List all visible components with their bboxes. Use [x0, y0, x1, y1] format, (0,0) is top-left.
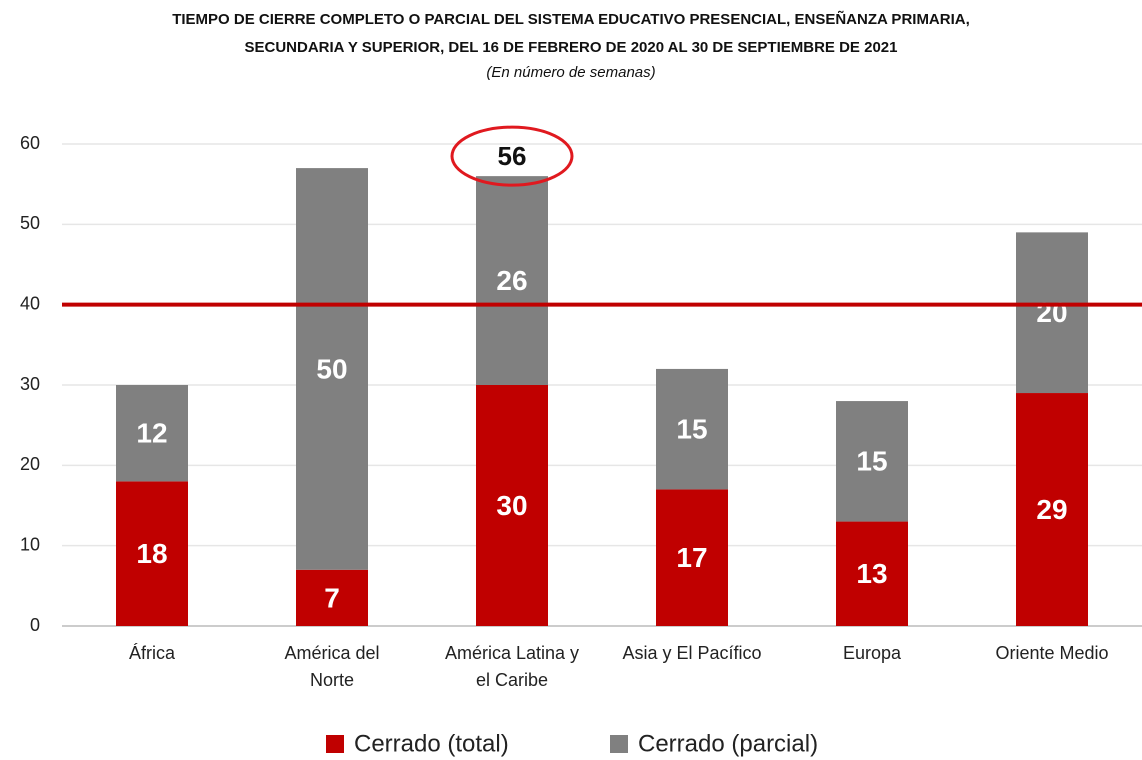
x-tick-label: América Latina y el Caribe: [444, 643, 580, 690]
data-label: 50: [316, 353, 347, 384]
bar-segment: [296, 569, 368, 626]
bar-segment: [116, 481, 188, 626]
bar-segment: [656, 368, 728, 490]
bar-segment: [656, 489, 728, 626]
annotation-circle: [450, 125, 574, 187]
y-tick-label: 50: [20, 213, 40, 233]
x-tick-label: Asia y El Pacífico: [622, 643, 762, 663]
legend-label: Cerrado (total): [354, 730, 509, 757]
data-label: 7: [324, 582, 340, 613]
bar-segment: [296, 168, 368, 570]
x-tick-label: Europa: [842, 643, 902, 663]
data-label: 18: [136, 538, 167, 569]
bar-segment: [836, 521, 908, 626]
data-label: 15: [856, 446, 887, 477]
x-tick-label: América del Norte: [284, 643, 380, 690]
bar-segment: [476, 176, 548, 385]
y-tick-label: 10: [20, 534, 40, 554]
legend-label: Cerrado (parcial): [638, 730, 818, 757]
y-tick-label: 20: [20, 454, 40, 474]
x-tick-label: África: [128, 643, 175, 663]
bar-segment: [1016, 393, 1088, 626]
annotation: 56: [498, 141, 527, 171]
y-tick-label: 60: [20, 133, 40, 153]
legend-swatch: [610, 735, 628, 753]
data-label: 26: [496, 265, 527, 296]
chart-subtitle: (En número de semanas): [486, 64, 656, 81]
bar-segment: [1016, 232, 1088, 394]
x-tick-label: Oriente Medio: [995, 643, 1109, 663]
data-label: 29: [1036, 494, 1067, 525]
legend-swatch: [326, 735, 344, 753]
bar-segment: [836, 401, 908, 522]
data-label: 17: [676, 542, 707, 573]
y-tick-label: 0: [30, 615, 40, 635]
chart-title: TIEMPO DE CIERRE COMPLETO O PARCIAL DEL …: [172, 11, 970, 56]
y-tick-label: 30: [20, 374, 40, 394]
bar-segment: [116, 385, 188, 482]
bar-segment: [476, 385, 548, 626]
data-label: 30: [496, 490, 527, 521]
data-label: 15: [676, 414, 707, 445]
y-tick-label: 40: [20, 293, 40, 313]
data-label: 12: [136, 418, 167, 449]
data-label: 13: [856, 558, 887, 589]
data-label: 20: [1036, 297, 1067, 328]
